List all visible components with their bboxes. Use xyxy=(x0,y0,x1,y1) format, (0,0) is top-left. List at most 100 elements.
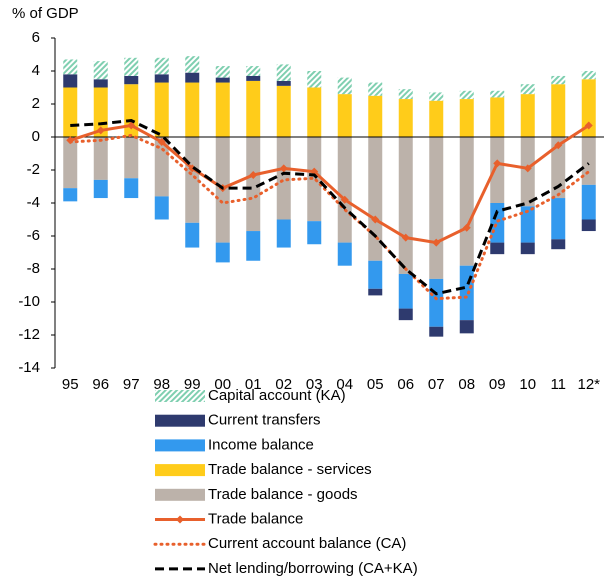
bar xyxy=(276,80,291,86)
bar xyxy=(124,84,139,137)
bar xyxy=(246,75,261,81)
bar xyxy=(154,137,169,197)
x-tick-label: 02 xyxy=(275,376,292,393)
legend-swatch xyxy=(155,488,205,501)
bar xyxy=(581,79,596,137)
x-tick-label: 05 xyxy=(367,376,384,393)
x-tick-label: 11 xyxy=(550,376,566,393)
y-tick-label: -14 xyxy=(18,359,40,376)
bar xyxy=(520,84,535,95)
legend-label: Income balance xyxy=(208,436,314,453)
bar xyxy=(459,99,474,137)
bar xyxy=(398,273,413,309)
bar xyxy=(185,222,200,248)
bar xyxy=(337,137,352,243)
bar xyxy=(215,242,230,263)
bar xyxy=(124,137,139,179)
x-tick-label: 96 xyxy=(92,376,109,393)
bar xyxy=(581,137,596,185)
marker xyxy=(523,164,532,173)
bar xyxy=(154,57,169,75)
bar xyxy=(368,137,383,261)
x-tick-label: 99 xyxy=(184,376,201,393)
bar xyxy=(124,178,139,199)
y-tick-label: 2 xyxy=(32,95,40,112)
bar xyxy=(185,56,200,73)
marker xyxy=(279,164,288,173)
legend-swatch xyxy=(155,464,205,477)
marker xyxy=(401,233,410,242)
line xyxy=(68,133,591,301)
bar xyxy=(124,57,139,76)
bar xyxy=(368,288,383,296)
y-tick-label: -8 xyxy=(27,260,40,277)
y-tick-label: 4 xyxy=(32,62,40,79)
bar xyxy=(459,265,474,321)
legend-item: Current transfers xyxy=(155,412,321,429)
bar xyxy=(63,59,78,75)
bar xyxy=(337,242,352,266)
marker xyxy=(432,238,441,247)
bar xyxy=(276,219,291,248)
bar xyxy=(429,278,444,327)
bar xyxy=(337,94,352,137)
bar xyxy=(429,137,444,279)
bar xyxy=(185,82,200,137)
marker xyxy=(157,137,166,146)
bar xyxy=(124,75,139,85)
bar xyxy=(276,64,291,81)
bar xyxy=(276,137,291,220)
marker xyxy=(371,215,380,224)
bar xyxy=(93,137,108,180)
bar xyxy=(93,79,108,88)
bar xyxy=(368,260,383,289)
bar xyxy=(185,137,200,223)
x-tick-label: 01 xyxy=(245,376,262,393)
bar xyxy=(581,184,596,220)
x-tick-label: 04 xyxy=(336,376,353,393)
bar xyxy=(490,242,505,255)
bar xyxy=(246,66,261,76)
legend-item: Capital account (KA) xyxy=(155,387,346,404)
bar xyxy=(154,74,169,83)
bar xyxy=(459,320,474,334)
legend-item: Income balance xyxy=(155,436,314,453)
marker xyxy=(127,121,136,130)
x-tick-label: 07 xyxy=(428,376,445,393)
bar xyxy=(246,80,261,137)
line xyxy=(70,118,590,296)
bar xyxy=(490,137,505,203)
marker xyxy=(96,126,105,135)
bar xyxy=(154,82,169,137)
bar xyxy=(307,87,322,137)
bar xyxy=(551,84,566,137)
legend-label: Trade balance xyxy=(208,510,303,527)
legend-swatch xyxy=(155,439,205,452)
bar xyxy=(490,97,505,137)
legend-label: Net lending/borrowing (CA+KA) xyxy=(208,560,418,577)
bar xyxy=(429,100,444,137)
x-tick-label: 12* xyxy=(577,376,600,393)
x-tick-label: 98 xyxy=(153,376,170,393)
bar xyxy=(307,221,322,245)
marker xyxy=(584,121,593,130)
legend-label: Current transfers xyxy=(208,412,321,429)
bar xyxy=(63,87,78,137)
bar xyxy=(490,90,505,98)
bar xyxy=(185,72,200,83)
bar xyxy=(551,75,566,85)
x-tick-label: 00 xyxy=(214,376,231,393)
y-tick-label: -6 xyxy=(27,227,40,244)
legend-swatch xyxy=(155,390,205,402)
bar xyxy=(398,137,413,274)
legend-marker xyxy=(176,515,184,524)
legend-item: Trade balance - goods xyxy=(155,486,358,503)
bar xyxy=(63,74,78,88)
bar xyxy=(93,61,108,80)
y-tick-label: -4 xyxy=(27,194,40,211)
bar xyxy=(520,206,535,243)
bar xyxy=(368,95,383,137)
marker xyxy=(554,141,563,150)
x-tick-label: 09 xyxy=(489,376,506,393)
x-tick-label: 03 xyxy=(306,376,323,393)
